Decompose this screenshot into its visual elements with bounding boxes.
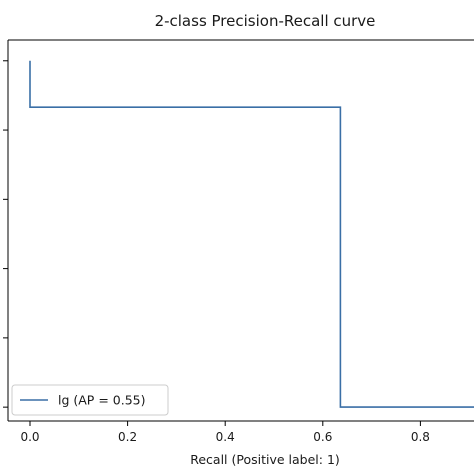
- y-axis-ticks: [3, 60, 8, 408]
- x-tick-label: 0.2: [118, 430, 137, 444]
- x-tick-label: 0.8: [411, 430, 430, 444]
- legend-label-lg: lg (AP = 0.55): [58, 393, 145, 408]
- chart-title: 2-class Precision-Recall curve: [155, 12, 376, 30]
- x-tick-label: 0.0: [20, 430, 39, 444]
- legend: lg (AP = 0.55): [11, 384, 169, 416]
- pr-curve-line: [29, 60, 474, 408]
- x-axis-label: Recall (Positive label: 1): [190, 452, 340, 467]
- plot-area: [29, 60, 474, 408]
- x-tick-label: 0.4: [216, 430, 235, 444]
- legend-box: [11, 384, 169, 416]
- x-axis-ticks: 0.0 0.2 0.4 0.6 0.8: [20, 421, 430, 444]
- x-tick-label: 0.6: [313, 430, 332, 444]
